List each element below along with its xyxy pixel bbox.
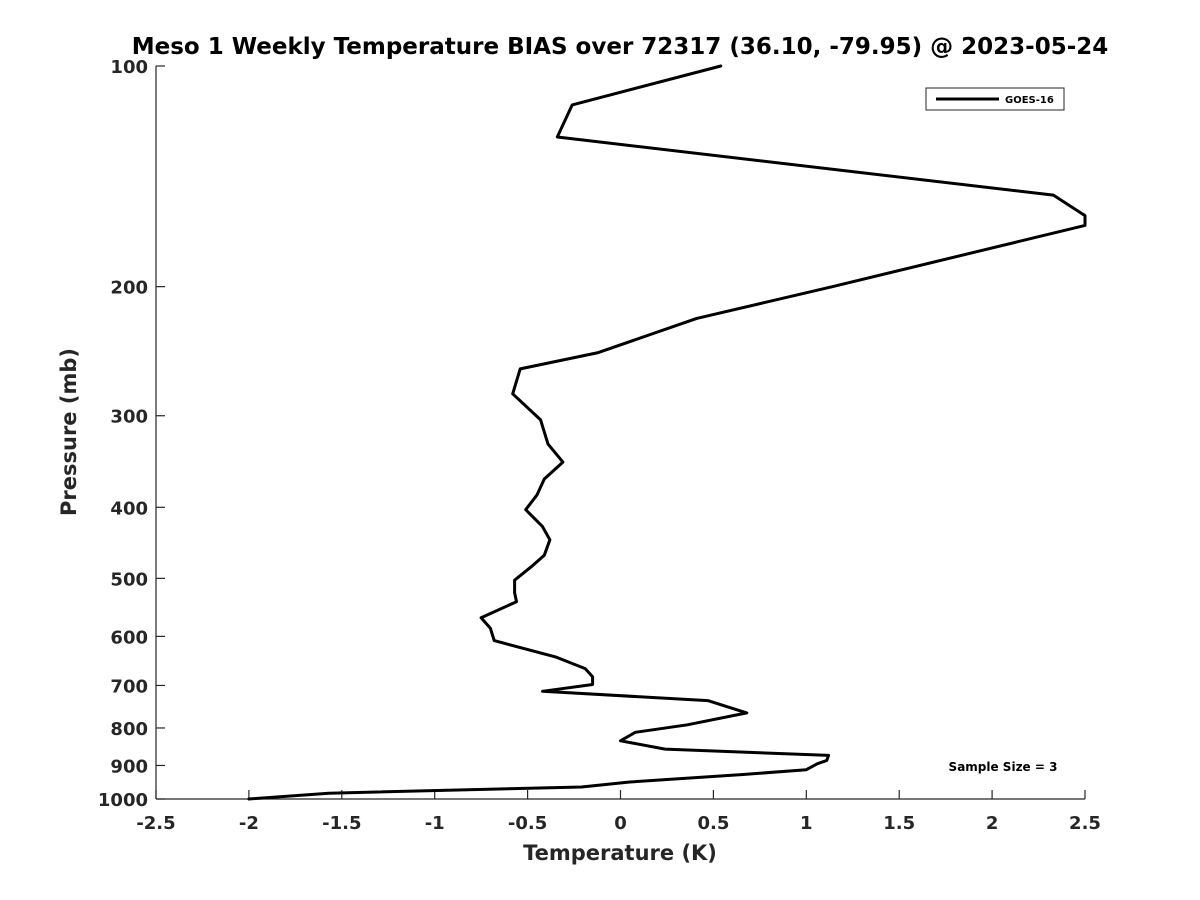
y-tick-label: 600 [110,627,148,648]
x-tick-label: -2.5 [136,813,175,834]
y-tick-label: 300 [110,407,148,428]
y-ticks: 100 200 300 400 500 600 700 800 900 1000 [98,57,165,811]
y-tick-label: 400 [110,498,148,519]
y-tick-label: 100 [110,57,148,78]
y-tick-label: 500 [110,569,148,590]
x-tick-label: -1.5 [322,813,361,834]
y-axis-label: Pressure (mb) [57,348,81,516]
legend: GOES-16 [925,87,1065,111]
series-line-goes16 [247,64,1087,801]
x-tick-label: -1 [425,813,445,834]
sample-size-annotation: Sample Size = 3 [949,760,1058,774]
x-ticks: -2.5 -2 -1.5 -1 -0.5 0 0.5 1 1.5 2 2.5 [136,790,1101,834]
y-tick-label: 200 [110,278,148,299]
y-tick-label: 800 [110,719,148,740]
x-tick-label: -0.5 [508,813,547,834]
y-tick-label: 1000 [98,790,148,811]
x-tick-label: -2 [239,813,259,834]
x-tick-label: 2 [986,813,999,834]
x-axis-label: Temperature (K) [523,841,717,865]
x-tick-label: 1.5 [883,813,915,834]
x-tick-label: 1 [800,813,813,834]
legend-label: GOES-16 [1005,95,1054,106]
x-tick-label: 0 [614,813,627,834]
y-tick-label: 900 [110,756,148,777]
chart-title: Meso 1 Weekly Temperature BIAS over 7231… [132,34,1109,60]
y-tick-label: 700 [110,676,148,697]
x-tick-label: 2.5 [1069,813,1101,834]
x-tick-label: 0.5 [697,813,729,834]
